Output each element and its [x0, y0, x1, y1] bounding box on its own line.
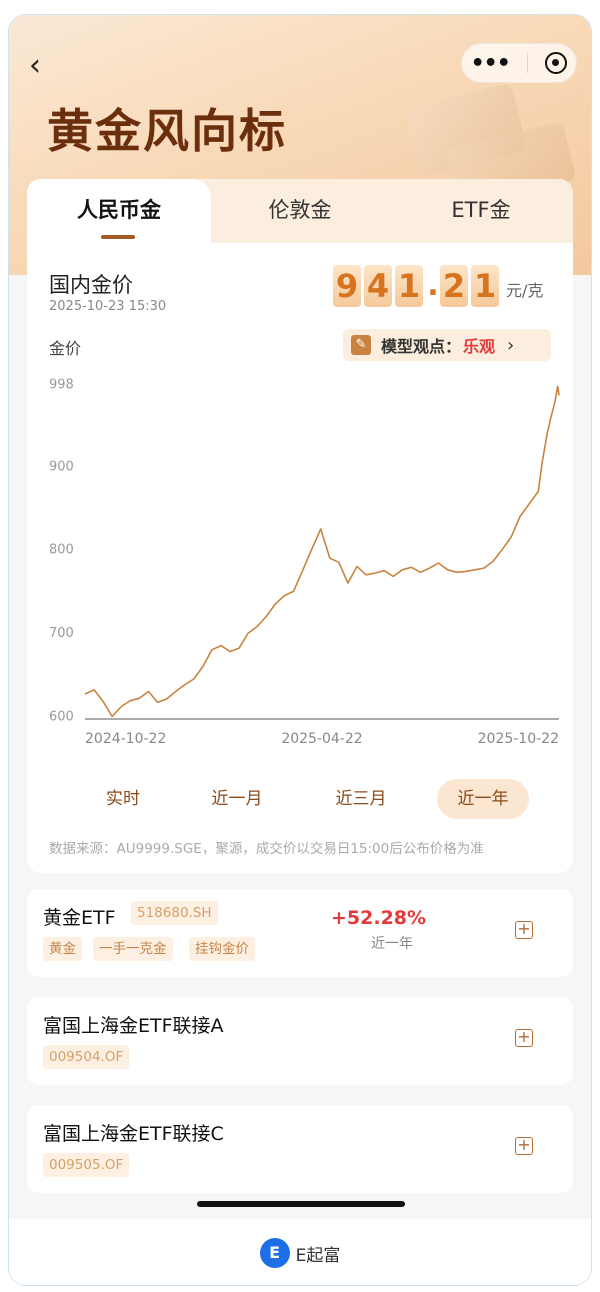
- add-watchlist-icon[interactable]: +: [515, 921, 533, 939]
- price-unit: 元/克: [506, 281, 544, 300]
- period-3m[interactable]: 近三月: [335, 789, 387, 809]
- tab-etf-gold[interactable]: ETF金: [451, 198, 511, 222]
- fund-name: 富国上海金ETF联接C: [43, 1123, 224, 1145]
- more-icon[interactable]: •••: [470, 50, 511, 76]
- mini-program-capsule: •••: [461, 43, 577, 83]
- fund-tag: 黄金: [43, 937, 82, 961]
- model-view-button[interactable]: ✎ 模型观点： 乐观 ›: [343, 329, 551, 361]
- price-value: 9 4 1 . 2 1 元/克: [333, 265, 543, 307]
- x-tick-label: 2024-10-22: [85, 731, 166, 747]
- close-target-icon[interactable]: [545, 52, 568, 74]
- price-digit: 2: [440, 265, 468, 307]
- add-watchlist-icon[interactable]: +: [515, 1137, 533, 1155]
- price-timestamp: 2025-10-23 15:30: [49, 299, 167, 314]
- fund-code: 518680.SH: [131, 901, 218, 925]
- fund-code: 009504.OF: [43, 1045, 130, 1069]
- price-series-line: [84, 385, 560, 718]
- capsule-divider: [527, 53, 529, 73]
- footer-bar: E E起富: [9, 1219, 591, 1285]
- gold-price-chart: 600 700 800 900 998 2024-10-22 2025-04-22 2025-…: [49, 378, 560, 747]
- tab-bar: 人民币金 伦敦金 ETF金: [27, 179, 573, 243]
- y-tick-label: 900: [49, 459, 74, 474]
- fund-item[interactable]: 富国上海金ETF联接C 009505.OF +: [27, 1105, 573, 1193]
- tab-rmb-gold[interactable]: 人民币金: [27, 179, 211, 243]
- chart-label: 金价: [49, 339, 82, 358]
- y-tick-label: 700: [49, 626, 74, 641]
- data-source-note: 数据来源：AU9999.SGE，聚源，成交价以交易日15:00后公布价格为准: [49, 841, 484, 857]
- y-tick-label: 800: [49, 543, 74, 558]
- price-digit: 4: [364, 265, 392, 307]
- x-tick-label: 2025-10-22: [478, 731, 559, 747]
- period-realtime[interactable]: 实时: [106, 789, 140, 809]
- y-tick-label: 998: [49, 378, 74, 393]
- price-digit: 1: [471, 265, 499, 307]
- price-decimal-point: .: [427, 268, 439, 303]
- period-1m[interactable]: 近一月: [211, 789, 263, 809]
- fund-name: 富国上海金ETF联接A: [43, 1015, 224, 1037]
- fund-name: 黄金ETF: [43, 907, 116, 929]
- fund-item[interactable]: 黄金ETF 518680.SH 黄金 一手一克金 挂钩金价 +52.28% 近一…: [27, 889, 573, 977]
- period-selector: 实时 近一月 近三月 近一年: [27, 779, 573, 821]
- back-icon[interactable]: ‹: [29, 48, 41, 83]
- home-indicator: [197, 1201, 405, 1207]
- brand-logo-icon: E: [259, 1238, 290, 1268]
- model-view-label: 模型观点：: [381, 337, 462, 356]
- edit-icon: ✎: [351, 335, 371, 355]
- fund-tag: 一手一克金: [93, 937, 173, 961]
- chevron-right-icon: ›: [507, 334, 515, 356]
- fund-return-period: 近一年: [371, 936, 413, 952]
- tab-london-gold[interactable]: 伦敦金: [268, 198, 332, 222]
- phone-frame: ‹ ••• 黄金风向标 人民币金 伦敦金 ETF金 国内金价 2025-10-2…: [8, 14, 592, 1286]
- add-watchlist-icon[interactable]: +: [515, 1029, 533, 1047]
- period-1y[interactable]: 近一年: [437, 779, 529, 819]
- model-view-value: 乐观: [463, 337, 496, 356]
- price-card: 人民币金 伦敦金 ETF金 国内金价 2025-10-23 15:30 9 4 …: [27, 179, 573, 873]
- tab-active-indicator: [101, 235, 135, 239]
- y-tick-label: 600: [49, 709, 74, 724]
- price-label: 国内金价: [49, 273, 133, 297]
- fund-tag: 挂钩金价: [189, 937, 255, 961]
- price-digit: 9: [333, 265, 361, 307]
- fund-code: 009505.OF: [43, 1153, 130, 1177]
- fund-return: +52.28%: [331, 907, 427, 929]
- page-title: 黄金风向标: [47, 104, 287, 158]
- price-digit: 1: [395, 265, 423, 307]
- fund-item[interactable]: 富国上海金ETF联接A 009504.OF +: [27, 997, 573, 1085]
- brand-name: E起富: [295, 1245, 341, 1266]
- x-tick-label: 2025-04-22: [281, 731, 362, 747]
